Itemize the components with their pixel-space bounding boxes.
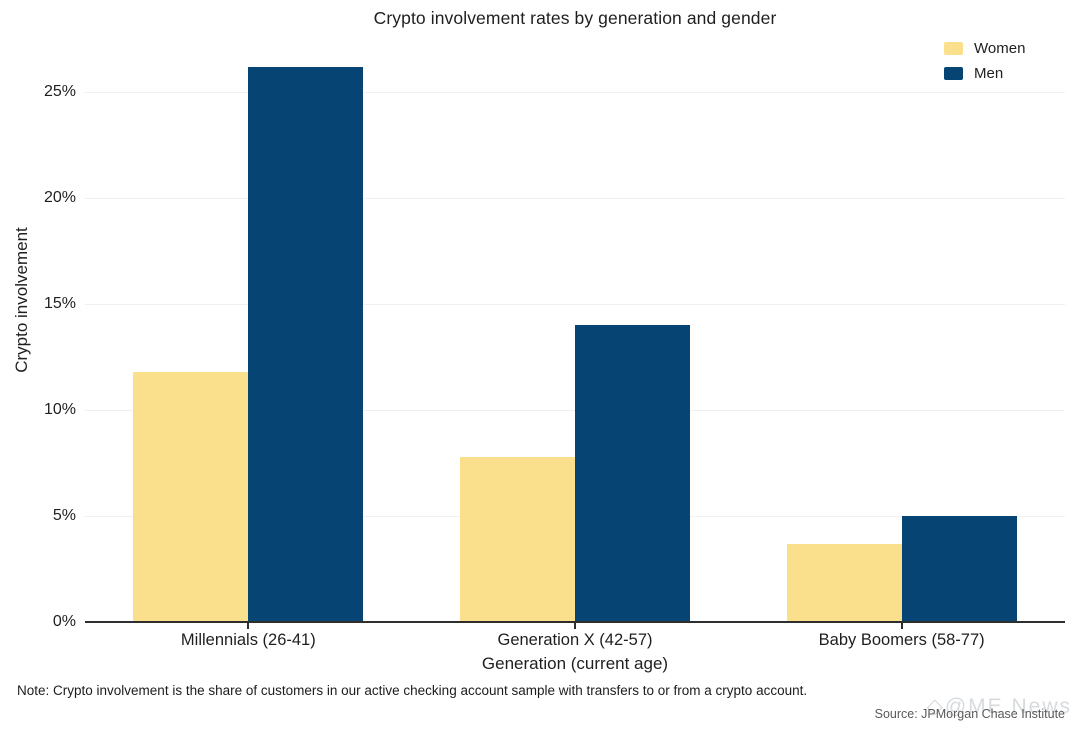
footnote: Note: Crypto involvement is the share of… (17, 683, 808, 698)
gridline-15% (85, 303, 1065, 305)
y-tick-label-10%: 10% (43, 401, 76, 418)
x-tick-mark-1 (247, 622, 250, 629)
bar-men-1 (248, 66, 364, 622)
y-tick-label-0%: 0% (52, 613, 76, 630)
y-tick-label-15%: 15% (43, 295, 76, 312)
legend: Women Men (944, 38, 1025, 83)
x-tick-label-3: Baby Boomers (58-77) (818, 631, 985, 649)
x-tick-label-1: Millennials (26-41) (180, 631, 316, 649)
chart-title: Crypto involvement rates by generation a… (373, 8, 777, 28)
bar-men-2 (575, 325, 690, 622)
bar-women-1 (133, 371, 249, 622)
source-credit: Source: JPMorgan Chase Institute (874, 707, 1065, 721)
x-tick-label-2: Generation X (42-57) (497, 631, 653, 649)
men-color-swatch (944, 66, 963, 80)
y-tick-label-20%: 20% (43, 189, 76, 206)
x-axis-line (85, 621, 1065, 623)
x-axis-title: Generation (current age) (481, 654, 669, 673)
legend-label-women: Women (974, 39, 1026, 57)
gridline-25% (85, 91, 1065, 93)
women-color-swatch (944, 41, 963, 55)
bar-women-2 (460, 456, 575, 622)
legend-item-women: Women (944, 38, 1025, 58)
bar-women-3 (786, 543, 902, 622)
y-tick-label-5%: 5% (52, 507, 76, 524)
legend-item-men: Men (944, 63, 1025, 83)
gridline-20% (85, 197, 1065, 199)
legend-label-men: Men (974, 64, 1004, 82)
x-tick-mark-2 (574, 622, 576, 629)
y-tick-label-25%: 25% (43, 83, 76, 100)
bar-men-3 (901, 516, 1017, 622)
x-tick-mark-3 (900, 622, 903, 629)
